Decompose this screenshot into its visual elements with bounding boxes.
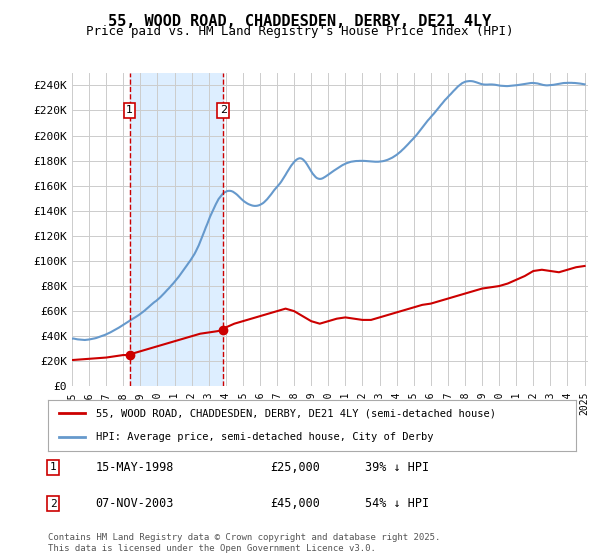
Text: 54% ↓ HPI: 54% ↓ HPI	[365, 497, 429, 510]
Text: 2: 2	[50, 499, 56, 508]
Text: Contains HM Land Registry data © Crown copyright and database right 2025.
This d: Contains HM Land Registry data © Crown c…	[48, 533, 440, 553]
Bar	[130, 73, 223, 386]
Text: 1: 1	[50, 463, 56, 473]
Text: 55, WOOD ROAD, CHADDESDEN, DERBY, DE21 4LY (semi-detached house): 55, WOOD ROAD, CHADDESDEN, DERBY, DE21 4…	[95, 408, 496, 418]
Text: 39% ↓ HPI: 39% ↓ HPI	[365, 461, 429, 474]
Text: 2: 2	[220, 105, 227, 115]
Text: 15-MAY-1998: 15-MAY-1998	[95, 461, 174, 474]
Text: 55, WOOD ROAD, CHADDESDEN, DERBY, DE21 4LY: 55, WOOD ROAD, CHADDESDEN, DERBY, DE21 4…	[109, 14, 491, 29]
Text: 07-NOV-2003: 07-NOV-2003	[95, 497, 174, 510]
Text: 1: 1	[126, 105, 133, 115]
Text: HPI: Average price, semi-detached house, City of Derby: HPI: Average price, semi-detached house,…	[95, 432, 433, 442]
Text: £45,000: £45,000	[270, 497, 320, 510]
Text: £25,000: £25,000	[270, 461, 320, 474]
Text: Price paid vs. HM Land Registry's House Price Index (HPI): Price paid vs. HM Land Registry's House …	[86, 25, 514, 38]
